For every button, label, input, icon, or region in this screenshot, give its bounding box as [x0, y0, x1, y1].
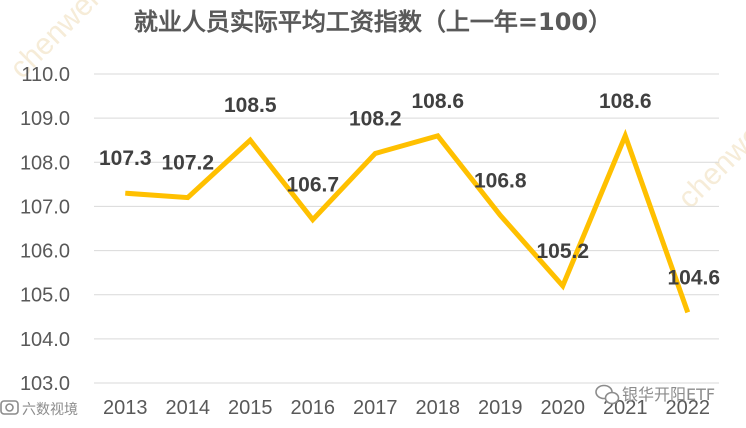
data-label: 106.8	[474, 169, 527, 192]
series-line	[125, 128, 691, 314]
y-tick-label: 107.0	[20, 196, 70, 218]
y-tick-label: 109.0	[20, 108, 70, 130]
watermark-right: 银华开阳ETF	[595, 384, 715, 405]
x-tick-label: 2019	[478, 397, 523, 419]
y-axis: 110.0 109.0 108.0 107.0 106.0 105.0 104.0 103.0	[20, 64, 70, 395]
data-label: 108.5	[224, 94, 277, 117]
wechat-icon	[595, 384, 620, 405]
data-label: 107.2	[161, 152, 214, 175]
x-tick-label: 2018	[416, 397, 461, 419]
data-label: 108.6	[599, 90, 652, 113]
data-label: 108.6	[411, 90, 464, 113]
grid-lines	[94, 73, 719, 384]
data-label: 105.2	[536, 240, 589, 263]
data-label: 106.7	[286, 174, 339, 197]
x-tick-label: 2013	[103, 397, 148, 419]
x-tick-label: 2014	[166, 397, 211, 419]
data-label: 104.6	[667, 266, 720, 289]
y-tick-label: 106.0	[20, 241, 70, 263]
x-tick-label: 2020	[541, 397, 586, 419]
y-tick-label: 110.0	[21, 64, 70, 86]
y-tick-label: 105.0	[20, 285, 70, 307]
x-tick-label: 2017	[353, 397, 398, 419]
y-tick-label: 103.0	[20, 373, 70, 395]
camera-icon	[0, 400, 19, 415]
data-label: 108.2	[349, 107, 402, 130]
x-axis: 2013 2014 2015 2016 2017 2018 2019 2020 2021 2022	[103, 397, 710, 419]
y-tick-label: 108.0	[20, 152, 70, 174]
data-label: 107.3	[99, 147, 152, 170]
chart-title: 就业人员实际平均工资指数（上一年=100）	[134, 8, 612, 36]
watermark-left: 六数视境	[0, 400, 78, 418]
watermark-left-text: 六数视境	[22, 402, 78, 418]
x-tick-label: 2016	[291, 397, 336, 419]
watermark-right-text: 银华开阳ETF	[622, 385, 715, 404]
x-tick-label: 2022	[666, 397, 711, 419]
diagonal-watermark-right: chenwei	[672, 114, 746, 215]
data-labels: 107.3 107.2 108.5 106.7 108.2 108.6 106.8 105.2…	[99, 90, 720, 290]
y-tick-label: 104.0	[20, 329, 70, 351]
x-tick-label: 2015	[228, 397, 273, 419]
